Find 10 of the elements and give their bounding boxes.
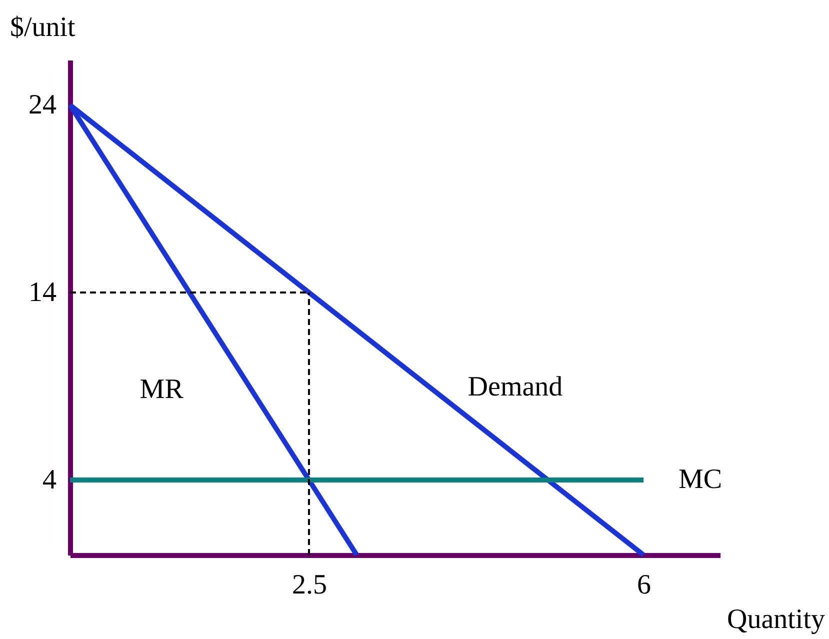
y-axis-title: $/unit bbox=[10, 12, 76, 43]
x-tick-label: 6 bbox=[637, 570, 652, 600]
series-label: Demand bbox=[468, 372, 563, 402]
series-label: MR bbox=[140, 374, 184, 405]
x-axis-title: Quantity bbox=[727, 604, 825, 635]
y-tick-label: 14 bbox=[28, 277, 56, 308]
y-tick-label: 4 bbox=[42, 464, 56, 496]
x-tick-label: 2.5 bbox=[292, 570, 327, 600]
series-label: MC bbox=[678, 464, 722, 495]
y-tick-label: 24 bbox=[28, 90, 56, 120]
